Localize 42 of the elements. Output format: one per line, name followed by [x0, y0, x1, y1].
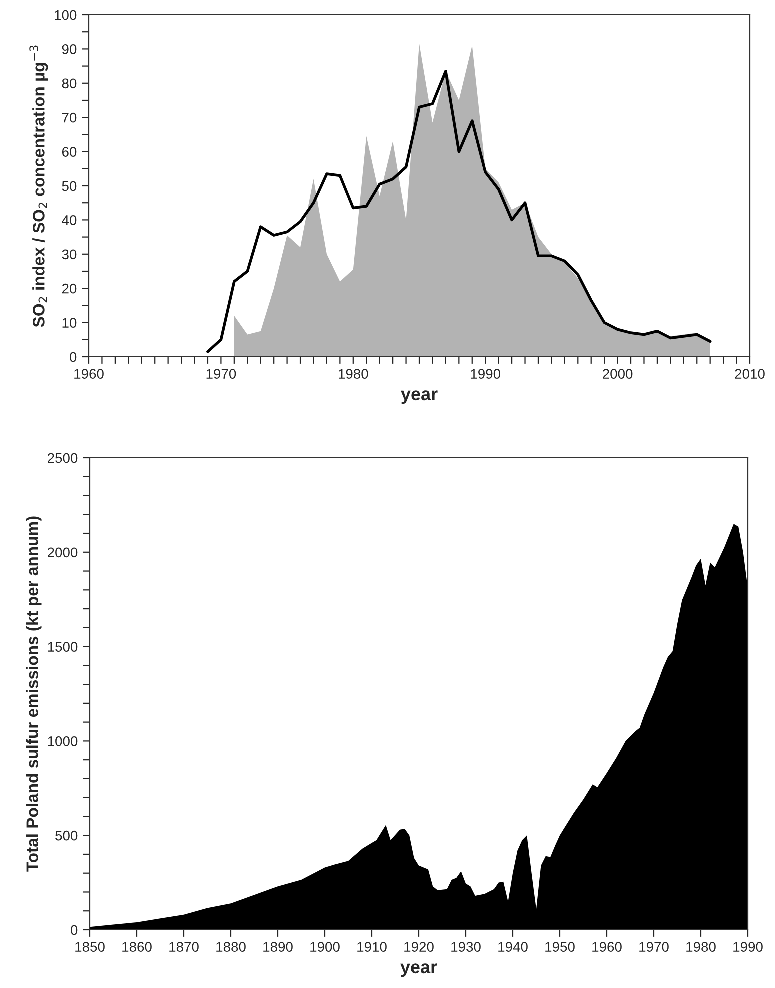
- x-tick-label: 1870: [170, 942, 199, 952]
- x-tick-label: 1960: [592, 942, 622, 952]
- x-tick-label: 1880: [216, 942, 246, 952]
- x-tick-label: 1890: [264, 942, 293, 952]
- y-tick-label: 0: [70, 352, 77, 362]
- x-tick-label: 1960: [74, 369, 104, 380]
- x-tick-label: 1980: [686, 942, 716, 952]
- x-axis-title: year: [401, 390, 438, 404]
- y-tick-label: 40: [62, 216, 77, 226]
- y-tick-label: 1000: [48, 736, 78, 746]
- y-tick-label: 70: [62, 112, 77, 123]
- y-tick-label: 20: [62, 284, 77, 294]
- y-tick-label: 60: [62, 147, 77, 157]
- y-tick-label: 0: [71, 925, 78, 936]
- x-tick-label: 1850: [76, 942, 105, 952]
- y-tick-label: 90: [62, 44, 77, 54]
- x-tick-label: 1970: [206, 369, 236, 380]
- x-tick-label: 2010: [735, 369, 765, 380]
- x-tick-label: 1920: [404, 942, 434, 952]
- y-tick-label: 80: [62, 78, 77, 89]
- y-tick-label: 100: [55, 10, 77, 20]
- y-axis-title: Total Poland sulfur emissions (kt per annum): [26, 516, 42, 872]
- x-tick-label: 1910: [358, 942, 387, 952]
- y-axis-title: SO$_{2}$ index / SO$_{2}$ concentration µg$^{−3}$: [30, 46, 48, 328]
- x-tick-label: 1980: [339, 369, 368, 380]
- x-tick-label: 1990: [471, 369, 501, 380]
- x-tick-label: 1940: [498, 942, 528, 952]
- x-tick-label: 1990: [734, 942, 763, 952]
- x-axis-title: year: [400, 964, 438, 978]
- y-tick-label: 2000: [48, 548, 78, 558]
- y-tick-label: 2500: [48, 453, 78, 464]
- y-tick-label: 30: [62, 250, 77, 260]
- x-tick-label: 1950: [546, 942, 575, 952]
- x-tick-label: 1930: [452, 942, 481, 952]
- x-tick-label: 1900: [310, 942, 340, 952]
- x-tick-label: 1860: [122, 942, 152, 952]
- y-tick-label: 10: [62, 318, 77, 328]
- x-tick-label: 1970: [640, 942, 669, 952]
- x-tick-label: 2000: [603, 369, 633, 380]
- y-tick-label: 50: [62, 181, 77, 192]
- y-tick-label: 1500: [48, 642, 78, 652]
- y-tick-label: 500: [56, 830, 78, 841]
